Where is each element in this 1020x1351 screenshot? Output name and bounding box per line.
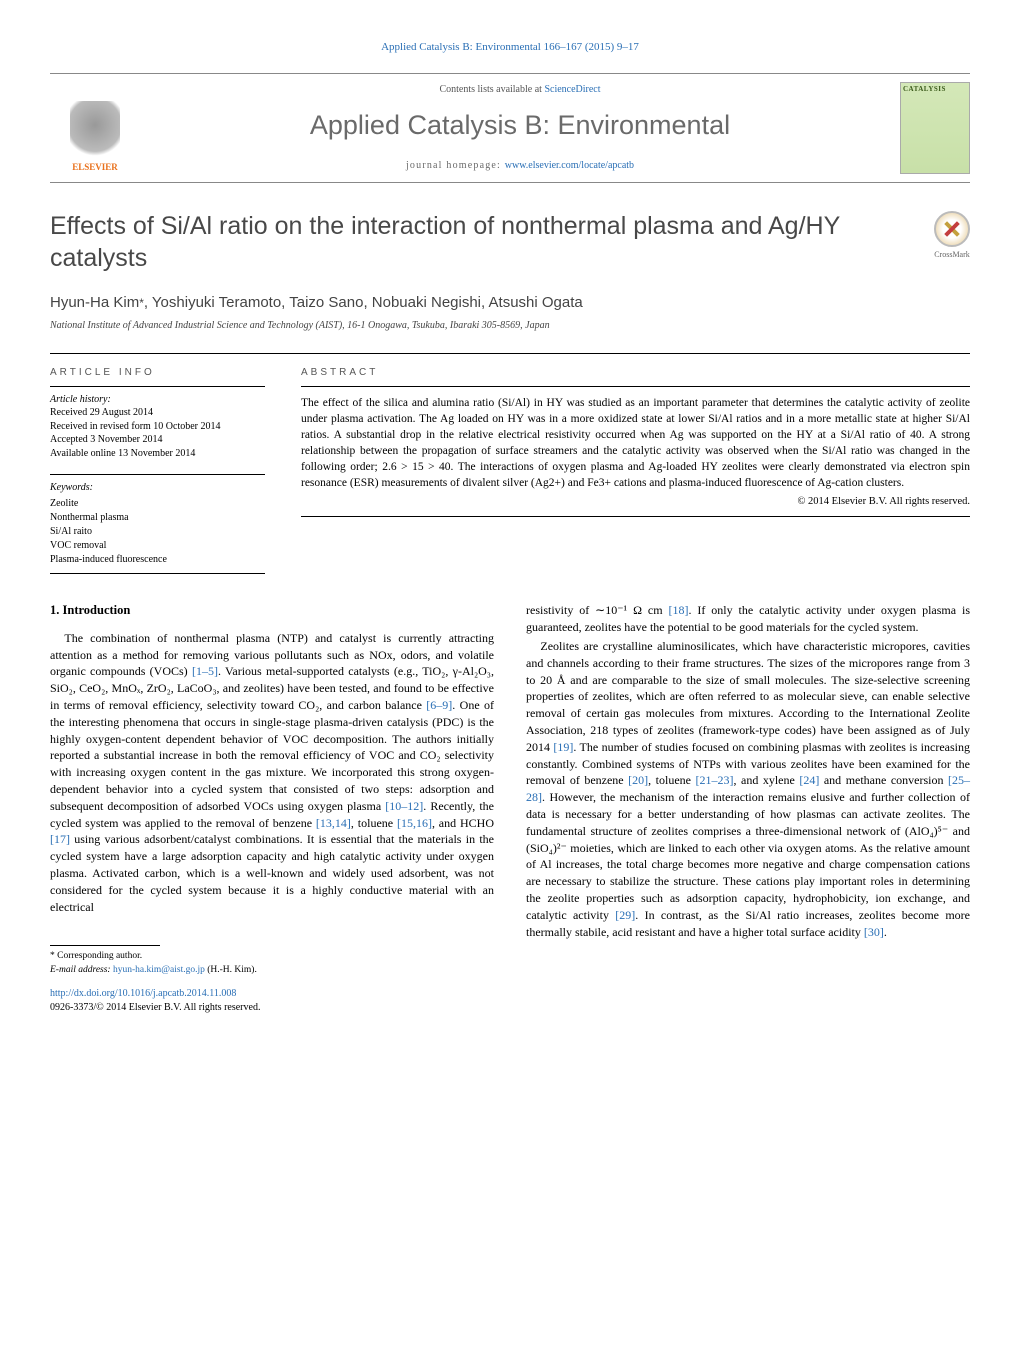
citation-link[interactable]: [6–9] <box>426 698 452 712</box>
corr-author-note: * Corresponding author. <box>50 950 494 963</box>
body-column-right: resistivity of ∼10⁻¹ Ω cm [18]. If only … <box>526 602 970 1015</box>
abstract-text: The effect of the silica and alumina rat… <box>301 386 970 517</box>
citation-link[interactable]: [21–23] <box>696 773 734 787</box>
cover-title: CATALYSIS <box>903 85 967 95</box>
crossmark-badge[interactable]: CrossMark <box>934 211 970 260</box>
received-date: Received 29 August 2014 <box>50 406 265 420</box>
abstract-body: The effect of the silica and alumina rat… <box>301 397 970 489</box>
authors-rest: , Yoshiyuki Teramoto, Taizo Sano, Nobuak… <box>144 294 583 311</box>
body-paragraph: resistivity of ∼10⁻¹ Ω cm [18]. If only … <box>526 602 970 636</box>
citation-link[interactable]: [1–5] <box>192 664 218 678</box>
doi-link[interactable]: http://dx.doi.org/10.1016/j.apcatb.2014.… <box>50 988 236 999</box>
elsevier-tree-icon <box>70 101 120 161</box>
body-column-left: 1. Introduction The combination of nonth… <box>50 602 494 1015</box>
journal-name: Applied Catalysis B: Environmental <box>140 107 900 145</box>
abstract-label: ABSTRACT <box>301 366 970 380</box>
author-corresponding: Hyun-Ha Kim <box>50 294 139 311</box>
publisher-name: ELSEVIER <box>72 161 118 174</box>
article-info-label: ARTICLE INFO <box>50 366 265 380</box>
journal-cover-thumbnail: CATALYSIS <box>900 82 970 174</box>
abstract-copyright: © 2014 Elsevier B.V. All rights reserved… <box>301 495 970 510</box>
body-text: Zeolites are crystalline aluminosilicate… <box>526 639 970 754</box>
body-text: , toluene <box>648 773 695 787</box>
crossmark-icon <box>934 211 970 247</box>
authors-line: Hyun-Ha Kim*, Yoshiyuki Teramoto, Taizo … <box>50 292 970 313</box>
contents-available-line: Contents lists available at ScienceDirec… <box>140 83 900 97</box>
header-citation: Applied Catalysis B: Environmental 166–1… <box>50 40 970 55</box>
issn-copyright: 0926-3373/© 2014 Elsevier B.V. All right… <box>50 1001 494 1015</box>
revised-date: Received in revised form 10 October 2014 <box>50 420 265 434</box>
body-text: , and xylene <box>734 773 800 787</box>
body-paragraph: The combination of nonthermal plasma (NT… <box>50 630 494 916</box>
email-line: E-mail address: hyun-ha.kim@aist.go.jp (… <box>50 964 494 977</box>
sciencedirect-link[interactable]: ScienceDirect <box>544 84 600 95</box>
body-text: resistivity of ∼10⁻¹ Ω cm <box>526 603 668 617</box>
body-text: . <box>884 925 887 939</box>
accepted-date: Accepted 3 November 2014 <box>50 433 265 447</box>
body-text: . One of the interesting phenomena that … <box>50 698 494 813</box>
email-label: E-mail address: <box>50 965 113 975</box>
keywords-header: Keywords: <box>50 481 265 495</box>
keywords-block: Keywords: Zeolite Nonthermal plasma Si/A… <box>50 474 265 574</box>
email-suffix: (H.-H. Kim). <box>205 965 257 975</box>
footer-block: * Corresponding author. E-mail address: … <box>50 945 494 1015</box>
citation-link[interactable]: [17] <box>50 832 70 846</box>
body-paragraph: Zeolites are crystalline aluminosilicate… <box>526 638 970 940</box>
keyword-item: VOC removal <box>50 539 265 553</box>
body-text: , toluene <box>351 816 397 830</box>
corr-label: Corresponding author. <box>57 951 142 961</box>
citation-link[interactable]: [19] <box>553 740 573 754</box>
publisher-logo: ELSEVIER <box>50 83 140 173</box>
citation-link[interactable]: [18] <box>668 603 688 617</box>
keyword-item: Plasma-induced fluorescence <box>50 553 265 567</box>
history-header: Article history: <box>50 393 265 407</box>
keyword-item: Si/Al raito <box>50 525 265 539</box>
citation-link[interactable]: [29] <box>615 908 635 922</box>
contents-prefix: Contents lists available at <box>439 84 544 95</box>
body-text: using various adsorbent/catalyst combina… <box>50 832 494 913</box>
body-text: , and HCHO <box>432 816 494 830</box>
crossmark-label: CrossMark <box>934 249 970 260</box>
citation-link[interactable]: [13,14] <box>316 816 351 830</box>
citation-link[interactable]: [24] <box>799 773 819 787</box>
citation-link[interactable]: [30] <box>864 925 884 939</box>
email-link[interactable]: hyun-ha.kim@aist.go.jp <box>113 965 205 975</box>
homepage-link[interactable]: www.elsevier.com/locate/apcatb <box>505 160 634 171</box>
article-title: Effects of Si/Al ratio on the interactio… <box>50 211 914 274</box>
masthead: ELSEVIER Contents lists available at Sci… <box>50 73 970 183</box>
homepage-prefix: journal homepage: <box>406 160 505 171</box>
body-text: and methane conversion <box>819 773 948 787</box>
online-date: Available online 13 November 2014 <box>50 447 265 461</box>
section-heading: 1. Introduction <box>50 602 494 620</box>
affiliation: National Institute of Advanced Industria… <box>50 319 970 333</box>
body-text: . However, the mechanism of the interact… <box>526 790 970 922</box>
section-number: 1. <box>50 603 59 617</box>
citation-link[interactable]: [15,16] <box>397 816 432 830</box>
section-title: Introduction <box>63 603 131 617</box>
citation-link[interactable]: [20] <box>628 773 648 787</box>
keyword-item: Zeolite <box>50 497 265 511</box>
citation-link[interactable]: [10–12] <box>385 799 423 813</box>
article-history-block: Article history: Received 29 August 2014… <box>50 386 265 461</box>
homepage-line: journal homepage: www.elsevier.com/locat… <box>140 159 900 173</box>
keyword-item: Nonthermal plasma <box>50 511 265 525</box>
